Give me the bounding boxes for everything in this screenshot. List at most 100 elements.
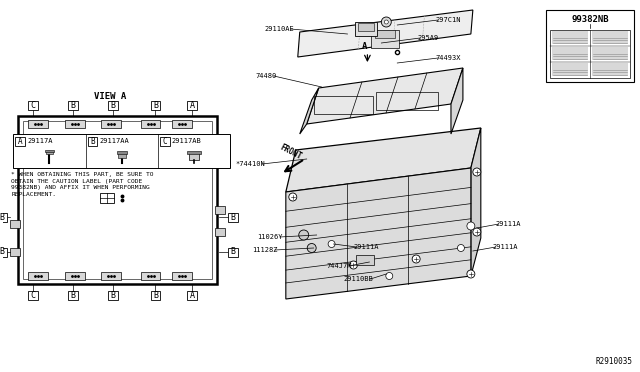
Text: B: B (70, 291, 76, 299)
Text: B: B (110, 100, 115, 109)
Text: 295A9: 295A9 (417, 35, 438, 41)
Bar (100, 120, 121, 128)
Text: B: B (90, 137, 95, 145)
Text: C: C (31, 100, 36, 109)
Circle shape (307, 244, 316, 253)
Text: C: C (31, 291, 36, 299)
Circle shape (473, 228, 481, 236)
Bar (13, 134, 230, 168)
Polygon shape (451, 68, 463, 134)
Bar (550, 30, 630, 78)
Bar (88, 137, 97, 145)
Polygon shape (298, 10, 473, 57)
Text: B: B (70, 100, 76, 109)
Bar (160, 137, 170, 145)
Bar (10, 220, 20, 228)
Bar (376, 30, 396, 38)
Bar (23, 121, 212, 279)
Bar (100, 272, 121, 280)
Bar (188, 100, 197, 109)
Bar (68, 100, 78, 109)
Bar (314, 96, 373, 114)
Text: 29111A: 29111A (496, 221, 521, 227)
Bar (15, 137, 25, 145)
Bar (18, 116, 217, 284)
Bar (68, 291, 78, 299)
Bar (10, 248, 20, 256)
Bar (108, 291, 118, 299)
Text: 29117AA: 29117AA (99, 138, 129, 144)
Polygon shape (286, 128, 481, 192)
Text: 11128Z: 11128Z (252, 247, 278, 253)
Text: B: B (153, 291, 158, 299)
Text: 29117AB: 29117AB (172, 138, 202, 144)
Text: FRONT: FRONT (278, 142, 303, 161)
Text: A: A (18, 137, 22, 145)
Bar (150, 291, 161, 299)
Bar (358, 23, 374, 31)
Polygon shape (300, 88, 319, 134)
Text: B: B (230, 212, 236, 221)
Text: B: B (230, 247, 236, 257)
Circle shape (412, 255, 420, 263)
Bar (28, 272, 48, 280)
Bar (552, 63, 588, 76)
Circle shape (458, 244, 465, 251)
Bar (376, 92, 438, 110)
Circle shape (299, 230, 308, 240)
Bar (552, 47, 588, 60)
Bar (552, 31, 588, 44)
Text: R2910035: R2910035 (595, 357, 632, 366)
Text: B: B (110, 291, 115, 299)
Bar (188, 291, 197, 299)
Polygon shape (286, 168, 471, 299)
Text: 297C1N: 297C1N (435, 17, 461, 23)
Text: B: B (0, 247, 4, 257)
Circle shape (349, 261, 358, 269)
Bar (187, 151, 201, 154)
Text: 11026Y: 11026Y (257, 234, 283, 240)
Bar (228, 247, 238, 257)
Bar (355, 22, 378, 36)
Bar (547, 10, 634, 82)
Circle shape (328, 241, 335, 247)
Text: 74480: 74480 (255, 73, 277, 79)
Bar (371, 30, 399, 48)
Bar (65, 120, 85, 128)
Text: 29117A: 29117A (27, 138, 52, 144)
Text: B: B (0, 212, 4, 221)
Circle shape (467, 222, 475, 230)
Circle shape (467, 270, 475, 278)
Text: 99382NB: 99382NB (572, 15, 609, 23)
Bar (141, 120, 161, 128)
Bar (28, 120, 48, 128)
Bar (65, 272, 85, 280)
Bar (108, 100, 118, 109)
Text: * WHEN OBTAINING THIS PART, BE SURE TO
OBTAIN THE CAUTION LABEL (PART CODE
99382: * WHEN OBTAINING THIS PART, BE SURE TO O… (12, 172, 154, 197)
Text: A: A (190, 291, 195, 299)
Bar (45, 150, 54, 152)
Polygon shape (471, 128, 481, 276)
Bar (215, 206, 225, 214)
Bar (118, 153, 125, 158)
Bar (172, 272, 192, 280)
Bar (189, 152, 199, 160)
Text: 74493X: 74493X (435, 55, 461, 61)
Bar (0, 247, 7, 257)
Bar (116, 151, 127, 154)
Text: 29110AE: 29110AE (264, 26, 294, 32)
Polygon shape (307, 68, 463, 124)
Bar (141, 272, 161, 280)
Bar (592, 47, 628, 60)
Bar (46, 151, 53, 154)
Text: VIEW A: VIEW A (93, 92, 126, 100)
Circle shape (473, 168, 481, 176)
Circle shape (381, 17, 391, 27)
Bar (0, 212, 7, 221)
Circle shape (386, 273, 393, 279)
Text: B: B (153, 100, 158, 109)
Bar (592, 63, 628, 76)
Text: C: C (163, 137, 167, 145)
Bar (215, 228, 225, 236)
Bar (28, 291, 38, 299)
